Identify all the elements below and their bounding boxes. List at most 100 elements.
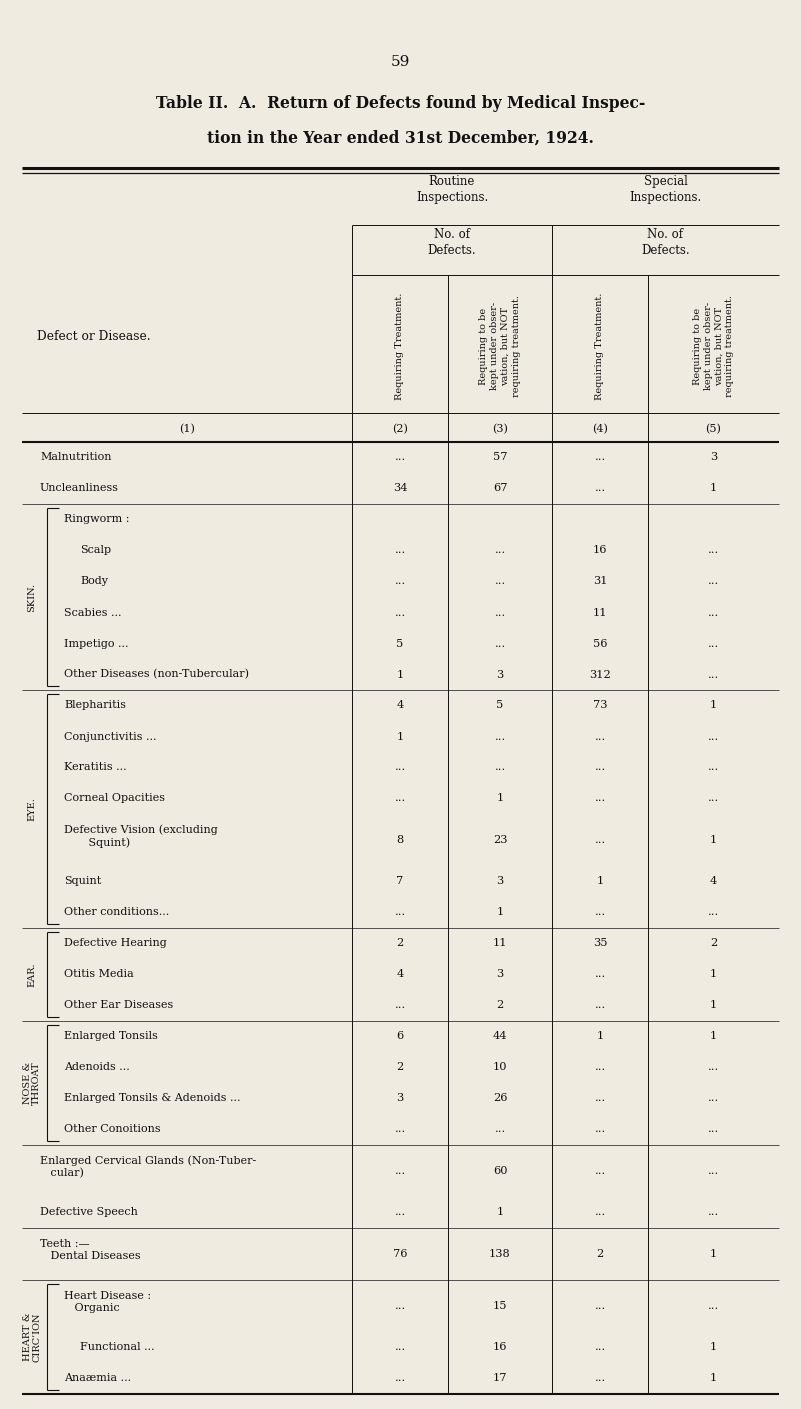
Text: 1: 1 <box>710 1374 717 1384</box>
Text: 57: 57 <box>493 452 507 462</box>
Text: 11: 11 <box>593 607 607 617</box>
Text: 138: 138 <box>489 1248 511 1260</box>
Text: No. of
Defects.: No. of Defects. <box>641 228 690 256</box>
Text: ...: ... <box>394 1301 405 1310</box>
Text: Enlarged Tonsils: Enlarged Tonsils <box>64 1031 158 1041</box>
Text: Uncleanliness: Uncleanliness <box>40 483 119 493</box>
Text: Routine
Inspections.: Routine Inspections. <box>416 175 488 203</box>
Text: ...: ... <box>708 1208 719 1217</box>
Text: ...: ... <box>708 762 719 772</box>
Text: Impetigo ...: Impetigo ... <box>64 638 128 648</box>
Text: ...: ... <box>494 607 505 617</box>
Text: ...: ... <box>394 1124 405 1134</box>
Text: ...: ... <box>594 1124 606 1134</box>
Text: ...: ... <box>594 1062 606 1072</box>
Text: ...: ... <box>594 762 606 772</box>
Text: ...: ... <box>394 607 405 617</box>
Text: 44: 44 <box>493 1031 507 1041</box>
Text: 1: 1 <box>710 1031 717 1041</box>
Text: 3: 3 <box>497 876 504 886</box>
Text: Keratitis ...: Keratitis ... <box>64 762 127 772</box>
Text: Defect or Disease.: Defect or Disease. <box>37 330 151 342</box>
Text: Other conditions...: Other conditions... <box>64 907 169 917</box>
Text: ...: ... <box>394 1000 405 1010</box>
Text: ...: ... <box>708 1301 719 1310</box>
Text: 17: 17 <box>493 1374 507 1384</box>
Text: 6: 6 <box>396 1031 404 1041</box>
Text: No. of
Defects.: No. of Defects. <box>428 228 477 256</box>
Text: SKIN.: SKIN. <box>27 582 37 612</box>
Text: Enlarged Tonsils & Adenoids ...: Enlarged Tonsils & Adenoids ... <box>64 1093 240 1103</box>
Text: 2: 2 <box>597 1248 604 1260</box>
Text: ...: ... <box>594 1343 606 1353</box>
Text: 35: 35 <box>593 938 607 948</box>
Text: 1: 1 <box>396 731 404 741</box>
Text: Special
Inspections.: Special Inspections. <box>630 175 702 203</box>
Text: 1: 1 <box>710 969 717 979</box>
Text: 67: 67 <box>493 483 507 493</box>
Text: ...: ... <box>708 907 719 917</box>
Text: 2: 2 <box>710 938 717 948</box>
Text: ...: ... <box>594 1301 606 1310</box>
Text: ...: ... <box>594 793 606 803</box>
Text: 3: 3 <box>497 669 504 679</box>
Text: Anaæmia ...: Anaæmia ... <box>64 1374 131 1384</box>
Text: tion in the Year ended 31st December, 1924.: tion in the Year ended 31st December, 19… <box>207 130 594 147</box>
Text: ...: ... <box>708 1167 719 1177</box>
Text: ...: ... <box>394 907 405 917</box>
Text: 1: 1 <box>710 1000 717 1010</box>
Text: Functional ...: Functional ... <box>80 1343 155 1353</box>
Text: ...: ... <box>494 638 505 648</box>
Text: Defective Hearing: Defective Hearing <box>64 938 167 948</box>
Text: Blepharitis: Blepharitis <box>64 700 126 710</box>
Text: 7: 7 <box>396 876 404 886</box>
Text: (3): (3) <box>492 424 508 434</box>
Text: (2): (2) <box>392 424 408 434</box>
Text: 15: 15 <box>493 1301 507 1310</box>
Text: ...: ... <box>708 1124 719 1134</box>
Text: Squint: Squint <box>64 876 101 886</box>
Text: ...: ... <box>708 669 719 679</box>
Text: Teeth :—
   Dental Diseases: Teeth :— Dental Diseases <box>40 1239 141 1261</box>
Text: 3: 3 <box>396 1093 404 1103</box>
Text: ...: ... <box>394 545 405 555</box>
Text: 1: 1 <box>710 836 717 845</box>
Text: 1: 1 <box>597 1031 604 1041</box>
Text: ...: ... <box>494 545 505 555</box>
Text: 1: 1 <box>497 793 504 803</box>
Text: ...: ... <box>394 762 405 772</box>
Text: ...: ... <box>708 607 719 617</box>
Text: 1: 1 <box>710 483 717 493</box>
Text: Otitis Media: Otitis Media <box>64 969 134 979</box>
Text: Requiring to be
kept under obser-
vation, but NOT
requiring treatment.: Requiring to be kept under obser- vation… <box>693 294 735 397</box>
Text: ...: ... <box>708 545 719 555</box>
Text: ...: ... <box>494 762 505 772</box>
Text: Corneal Opacities: Corneal Opacities <box>64 793 165 803</box>
Text: (4): (4) <box>592 424 608 434</box>
Text: ...: ... <box>708 1093 719 1103</box>
Text: 60: 60 <box>493 1167 507 1177</box>
Text: ...: ... <box>394 793 405 803</box>
Text: Requiring Treatment.: Requiring Treatment. <box>595 292 605 400</box>
Text: 34: 34 <box>392 483 407 493</box>
Text: Conjunctivitis ...: Conjunctivitis ... <box>64 731 156 741</box>
Text: ...: ... <box>494 731 505 741</box>
Text: Enlarged Cervical Glands (Non-Tuber-
   cular): Enlarged Cervical Glands (Non-Tuber- cul… <box>40 1155 256 1178</box>
Text: 5: 5 <box>396 638 404 648</box>
Text: Other Ear Diseases: Other Ear Diseases <box>64 1000 173 1010</box>
Text: 23: 23 <box>493 836 507 845</box>
Text: 16: 16 <box>593 545 607 555</box>
Text: 31: 31 <box>593 576 607 586</box>
Text: ...: ... <box>494 1124 505 1134</box>
Text: 1: 1 <box>710 1248 717 1260</box>
Text: ...: ... <box>594 1000 606 1010</box>
Text: Table II.  A.  Return of Defects found by Medical Inspec-: Table II. A. Return of Defects found by … <box>156 94 645 111</box>
Text: (5): (5) <box>706 424 722 434</box>
Text: ...: ... <box>394 452 405 462</box>
Text: Scalp: Scalp <box>80 545 111 555</box>
Text: Body: Body <box>80 576 108 586</box>
Text: 2: 2 <box>497 1000 504 1010</box>
Text: 3: 3 <box>497 969 504 979</box>
Text: ...: ... <box>394 1374 405 1384</box>
Text: 4: 4 <box>396 700 404 710</box>
